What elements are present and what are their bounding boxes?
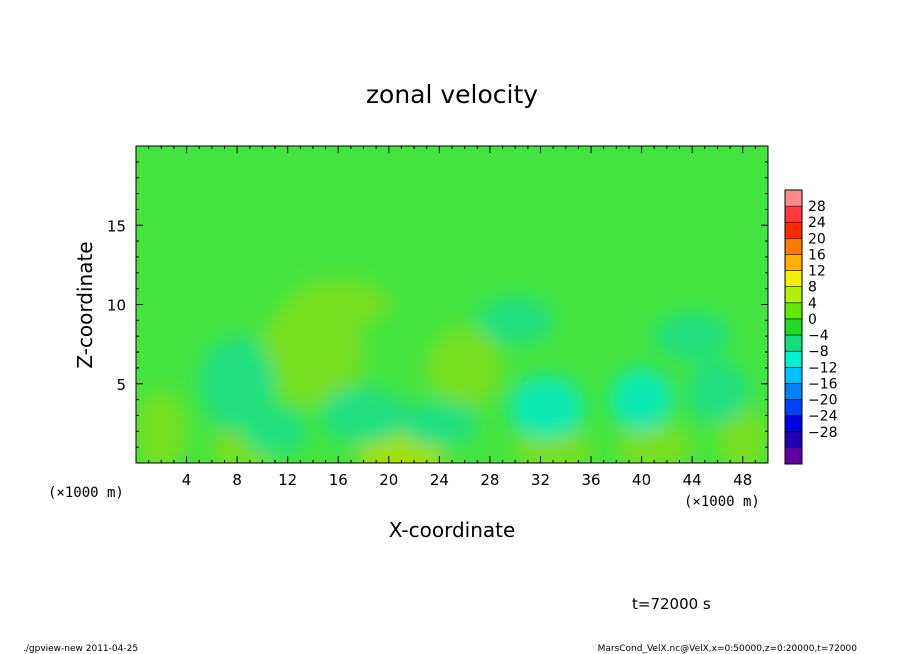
- plot-area: [136, 146, 768, 463]
- colorbar-segment: [785, 399, 802, 417]
- velocity-blob: [654, 312, 731, 360]
- x-tick-label: 12: [278, 471, 297, 489]
- colorbar-label: 0: [808, 312, 817, 328]
- x-tick-label: 8: [232, 471, 242, 489]
- colorbar-label: 4: [808, 296, 817, 312]
- x-tick-label: 48: [733, 471, 752, 489]
- colorbar-label: −24: [808, 409, 838, 425]
- colorbar-segment: [785, 447, 802, 465]
- velocity-blob: [401, 399, 478, 448]
- time-label: t=72000 s: [632, 595, 711, 613]
- velocity-blob: [610, 367, 674, 432]
- colorbar-label: −12: [808, 360, 838, 376]
- velocity-blob: [508, 375, 585, 440]
- colorbar-segment: [785, 270, 802, 288]
- velocity-blob: [477, 296, 554, 345]
- colorbar-label: −16: [808, 376, 838, 392]
- x-tick-label: 36: [581, 471, 600, 489]
- chart-title: zonal velocity: [366, 80, 538, 109]
- colorbar-segment: [785, 190, 802, 207]
- colorbar-label: 16: [808, 247, 826, 263]
- colorbar-frame: [784, 189, 803, 465]
- colorbar-segment: [785, 302, 802, 320]
- x-axis-label: X-coordinate: [389, 518, 516, 542]
- velocity-blob: [243, 407, 307, 456]
- velocity-blob: [685, 359, 750, 424]
- colorbar-label: 8: [808, 280, 817, 296]
- footer-left: ./gpview-new 2011-04-25: [23, 644, 138, 654]
- colorbar-label: −28: [808, 425, 838, 441]
- colorbar-segment: [785, 367, 802, 384]
- x-tick-label: 16: [329, 471, 348, 489]
- y-tick-label: 5: [116, 376, 126, 394]
- colorbar-segment: [785, 222, 802, 239]
- colorbar-segment: [785, 383, 802, 401]
- footer-right: MarsCond_VelX.nc@VelX,x=0:50000,z=0:2000…: [598, 644, 858, 654]
- x-unit-right: (×1000 m): [684, 494, 760, 510]
- colorbar-segment: [785, 431, 802, 449]
- colorbar-label: 28: [808, 199, 826, 215]
- velocity-blob: [199, 336, 276, 432]
- velocity-blob: [136, 391, 187, 463]
- colorbar-segment: [785, 415, 802, 433]
- velocity-blob: [717, 407, 768, 463]
- x-tick-label: 44: [683, 471, 702, 489]
- velocity-blob: [287, 280, 389, 329]
- colorbar-segment: [785, 238, 802, 255]
- x-tick-label: 28: [480, 471, 499, 489]
- colorbar-segment: [785, 351, 802, 368]
- y-axis-label: Z-coordinate: [73, 241, 97, 368]
- velocity-blob: [319, 386, 408, 444]
- x-unit-left: (×1000 m): [48, 485, 124, 501]
- velocity-anomalies: [136, 280, 768, 463]
- colorbar-label: 24: [808, 215, 826, 231]
- colorbar-label: −4: [808, 328, 829, 344]
- x-axis-ticks: 4 8 12 16 20 24 28 32 36 40 44 48: [148, 146, 756, 489]
- colorbar-segment: [785, 318, 802, 336]
- colorbar-segment: [785, 335, 802, 352]
- colorbar-label: 12: [808, 264, 826, 280]
- y-axis-ticks: 5 10 15: [107, 161, 768, 448]
- x-tick-label: 20: [379, 471, 398, 489]
- x-tick-label: 24: [430, 471, 449, 489]
- colorbar-label: 20: [808, 231, 826, 247]
- colorbar-segment: [785, 254, 802, 272]
- x-tick-label: 32: [531, 471, 550, 489]
- colorbar-segment: [785, 206, 802, 223]
- y-tick-label: 10: [107, 297, 126, 315]
- y-tick-label: 15: [107, 217, 126, 235]
- colorbar-label: −8: [808, 344, 829, 360]
- x-tick-label: 4: [182, 471, 192, 489]
- x-tick-label: 40: [632, 471, 651, 489]
- colorbar: [784, 189, 803, 465]
- colorbar-label: −20: [808, 393, 838, 409]
- colorbar-segment: [785, 286, 802, 304]
- velocity-blob: [616, 423, 693, 463]
- velocity-blob: [426, 328, 503, 408]
